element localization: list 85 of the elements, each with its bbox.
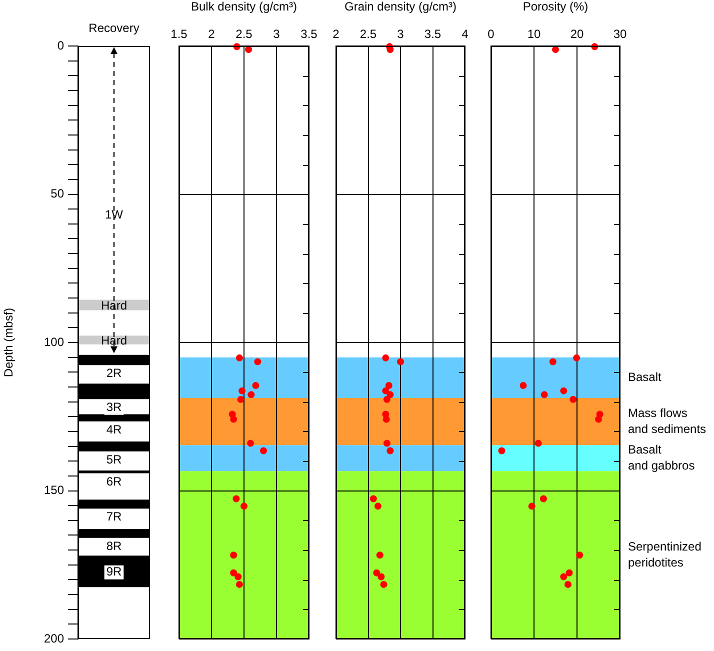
- point: [383, 396, 390, 403]
- point: [373, 569, 380, 576]
- series-label: 4R: [106, 422, 122, 436]
- point: [378, 573, 385, 580]
- point: [382, 387, 390, 394]
- x-axis-title: Porosity (%): [522, 0, 588, 14]
- x-tick-label: 2: [332, 27, 340, 42]
- x-tick-label: 3: [397, 27, 404, 42]
- band-label: Basalt and gabbros: [628, 442, 695, 472]
- point: [247, 440, 254, 447]
- point: [230, 569, 238, 576]
- x-axis-title: Grain density (g/cm³): [344, 0, 457, 14]
- point: [236, 354, 243, 362]
- y-tick-label: 150: [44, 483, 64, 498]
- point: [254, 358, 262, 366]
- series-label: 6R: [106, 474, 122, 488]
- point: [576, 552, 584, 559]
- point: [252, 382, 260, 389]
- x-tick-label: 3.5: [300, 27, 318, 42]
- y-tick-label: 200: [44, 631, 64, 646]
- point: [386, 447, 394, 454]
- band-label: Basalt: [628, 370, 662, 384]
- x-tick-label: Recovery: [88, 21, 140, 36]
- series-label: Hard: [100, 298, 128, 312]
- point: [245, 46, 252, 54]
- x-tick-label: 10: [527, 27, 541, 42]
- point: [383, 440, 390, 447]
- x-tick-label: 2.5: [236, 27, 253, 42]
- point: [534, 440, 542, 447]
- x-tick-label: 2.5: [360, 27, 377, 42]
- x-tick-label: 3: [273, 27, 280, 42]
- point: [374, 502, 382, 510]
- point: [540, 391, 548, 398]
- point: [230, 416, 238, 423]
- point: [234, 573, 242, 580]
- series-label: 5R: [106, 452, 122, 466]
- point: [376, 552, 384, 559]
- series-label: 3R: [106, 400, 122, 414]
- point: [237, 396, 244, 403]
- series-label: 8R: [106, 538, 122, 553]
- band-label: Mass flows and sediments: [628, 406, 706, 436]
- point: [248, 391, 255, 398]
- x-axis-title: Bulk density (g/cm³): [190, 0, 298, 14]
- x-tick-label: 0: [488, 27, 495, 42]
- point: [552, 46, 559, 54]
- legend-label: 2R: [106, 366, 122, 380]
- point: [238, 387, 246, 394]
- point: [540, 495, 547, 502]
- y-tick-label: 100: [44, 334, 64, 349]
- point: [564, 580, 572, 588]
- point: [240, 502, 248, 510]
- point: [560, 573, 568, 580]
- point: [386, 46, 394, 54]
- point: [528, 502, 536, 510]
- x-tick-label: 2: [208, 27, 216, 42]
- point: [232, 495, 240, 502]
- point: [260, 447, 267, 454]
- x-tick-label: 20: [570, 27, 584, 42]
- point: [370, 495, 377, 502]
- point: [236, 580, 243, 588]
- y-axis-title: Depth (mbsf): [2, 308, 16, 378]
- x-tick-label: 1.5: [170, 27, 188, 42]
- point: [397, 358, 404, 366]
- point: [595, 416, 602, 423]
- x-tick-label: 4: [462, 27, 469, 42]
- series-label: Hard: [100, 333, 128, 348]
- point: [498, 447, 506, 454]
- x-tick-label: 30: [613, 27, 627, 42]
- point: [382, 416, 390, 423]
- point: [573, 354, 580, 362]
- y-tick-label: 0: [57, 38, 64, 52]
- point: [380, 580, 388, 588]
- point: [549, 358, 556, 366]
- point: [230, 552, 238, 559]
- x-tick-label: 3.5: [424, 27, 442, 42]
- point: [520, 382, 527, 389]
- point: [570, 396, 577, 403]
- point: [566, 569, 573, 576]
- point: [382, 354, 390, 362]
- series-label: 9R: [106, 564, 122, 579]
- band-label: Serpentinized peridotites: [628, 539, 702, 570]
- series-label: 7R: [106, 510, 122, 524]
- y-tick-label: 50: [50, 186, 64, 201]
- point: [385, 382, 392, 389]
- point: [560, 387, 568, 394]
